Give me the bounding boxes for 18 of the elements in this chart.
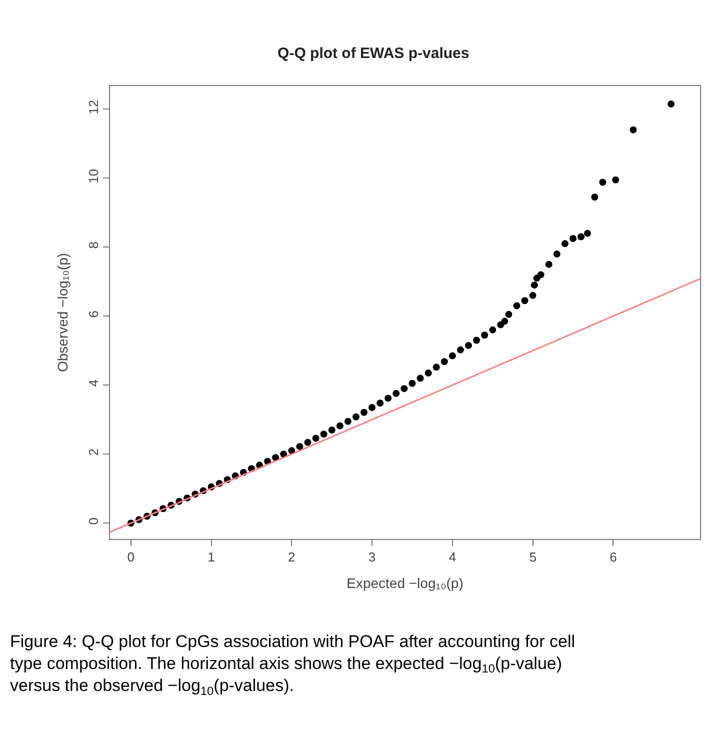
x-axis-title: Expected −log₁₀(p) (346, 574, 464, 591)
y-tick-label: 8 (86, 242, 101, 249)
y-tick-label: 12 (86, 100, 101, 114)
y-tick-label: 2 (86, 448, 101, 456)
x-tick-label: 4 (448, 550, 456, 565)
x-tick-label: 0 (127, 550, 135, 565)
x-tick-label: 1 (208, 550, 215, 565)
x-tick-label: 2 (288, 550, 296, 565)
x-tick-label: 3 (368, 550, 376, 565)
chart-title: Q-Q plot of EWAS p-values (278, 45, 470, 62)
x-tick-label: 5 (529, 550, 536, 565)
y-tick-label: 4 (86, 380, 101, 387)
y-tick-label: 10 (86, 168, 101, 184)
y-tick-label: 0 (86, 518, 101, 525)
y-tick-label: 6 (86, 310, 101, 318)
y-axis-title: Observed −log₁₀(p) (54, 252, 70, 372)
x-tick-label: 6 (610, 550, 617, 565)
text: Figure 4: Q-Q plot for CpGs association with POAF after accounting for cell type composition. The horizontal axis shows the expected −log$_{10}$(p-value) versus the observed −log$_{10}$(p-values). (10, 632, 576, 698)
